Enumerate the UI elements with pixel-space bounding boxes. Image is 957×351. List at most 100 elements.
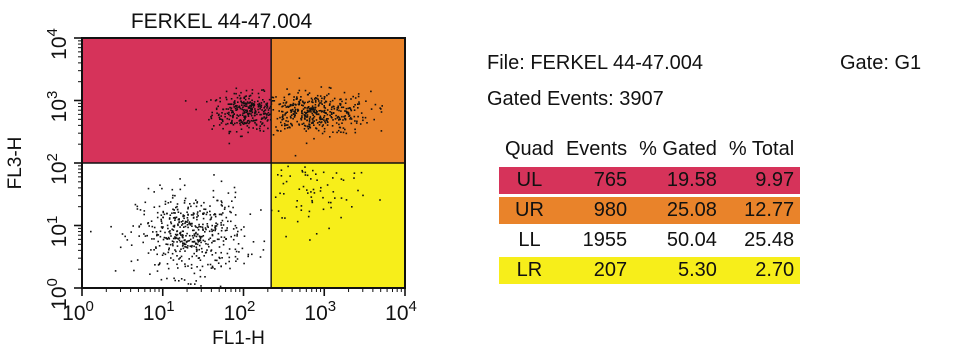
- data-point: [190, 283, 192, 285]
- data-point: [199, 275, 202, 278]
- data-point: [341, 100, 343, 103]
- data-point: [241, 247, 244, 250]
- data-point: [204, 231, 206, 233]
- data-point: [249, 101, 251, 103]
- data-point: [203, 201, 205, 204]
- data-point: [202, 212, 204, 215]
- data-point: [263, 116, 265, 118]
- data-point: [248, 97, 250, 100]
- data-point: [168, 217, 171, 219]
- data-point: [184, 250, 186, 252]
- data-point: [207, 243, 209, 246]
- data-point: [182, 214, 185, 216]
- data-point: [187, 265, 189, 267]
- data-point: [316, 122, 319, 124]
- data-point: [353, 109, 356, 111]
- data-point: [254, 122, 256, 124]
- data-point: [373, 118, 375, 121]
- data-point: [246, 102, 248, 105]
- data-point: [190, 263, 193, 266]
- data-point: [183, 199, 186, 202]
- data-point: [174, 236, 177, 239]
- data-point: [156, 253, 158, 256]
- cell-pct-gated: 50.04: [633, 224, 723, 256]
- data-point: [263, 113, 266, 115]
- data-point: [302, 122, 305, 125]
- data-point: [179, 178, 181, 180]
- data-point: [187, 206, 189, 209]
- data-point: [284, 104, 286, 107]
- data-point: [312, 107, 314, 109]
- data-point: [159, 184, 161, 186]
- data-point: [326, 124, 329, 126]
- data-point: [261, 89, 263, 91]
- data-point: [192, 237, 195, 239]
- svg-text:103: 103: [44, 91, 71, 123]
- data-point: [296, 200, 298, 202]
- data-point: [236, 96, 239, 99]
- data-point: [193, 235, 196, 237]
- data-point: [319, 109, 322, 112]
- data-point: [249, 107, 251, 109]
- data-point: [206, 100, 208, 103]
- data-point: [166, 243, 169, 246]
- data-point: [193, 272, 196, 275]
- data-point: [158, 205, 161, 208]
- data-point: [160, 226, 163, 228]
- data-point: [336, 107, 339, 109]
- data-point: [333, 108, 336, 110]
- data-point: [332, 191, 335, 193]
- data-point: [189, 238, 192, 241]
- data-point: [187, 214, 189, 216]
- data-point: [282, 114, 284, 116]
- data-point: [203, 212, 205, 214]
- data-point: [161, 222, 163, 224]
- data-point: [299, 99, 301, 102]
- data-point: [340, 178, 343, 180]
- data-point: [231, 119, 233, 122]
- data-point: [362, 116, 364, 119]
- data-point: [251, 253, 253, 256]
- data-point: [248, 112, 250, 115]
- data-point: [243, 115, 246, 118]
- file-label: File: FERKEL 44-47.004: [487, 52, 704, 74]
- data-point: [219, 97, 221, 99]
- data-point: [249, 110, 251, 112]
- data-point: [195, 248, 198, 250]
- data-point: [288, 93, 291, 95]
- data-point: [281, 110, 284, 113]
- data-point: [316, 113, 318, 116]
- data-point: [182, 247, 185, 250]
- data-point: [191, 241, 194, 243]
- data-point: [278, 103, 280, 106]
- data-point: [244, 116, 247, 118]
- data-point: [189, 245, 192, 247]
- data-point: [313, 120, 315, 122]
- data-point: [289, 109, 292, 112]
- data-point: [195, 280, 197, 282]
- data-point: [308, 100, 311, 103]
- data-point: [204, 240, 206, 243]
- data-point: [316, 97, 318, 100]
- data-point: [228, 248, 231, 250]
- data-point: [218, 124, 221, 126]
- data-point: [133, 269, 135, 272]
- data-point: [238, 251, 240, 253]
- table-row-lr: LR 207 5.30 2.70: [499, 254, 801, 284]
- data-point: [208, 230, 211, 233]
- data-point: [291, 108, 294, 111]
- data-point: [316, 179, 318, 181]
- data-point: [250, 102, 253, 105]
- data-point: [335, 172, 338, 174]
- data-point: [254, 114, 256, 117]
- data-point: [253, 101, 256, 103]
- column-header-quad: Quad: [499, 138, 560, 167]
- data-point: [250, 119, 253, 122]
- data-point: [330, 108, 333, 111]
- data-point: [140, 223, 142, 226]
- data-point: [251, 89, 254, 91]
- data-point: [212, 189, 215, 192]
- data-point: [353, 106, 355, 108]
- data-point: [226, 252, 229, 255]
- data-point: [309, 109, 312, 111]
